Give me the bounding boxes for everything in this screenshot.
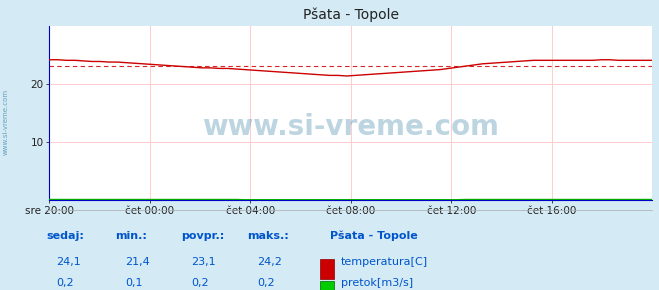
Text: 0,1: 0,1	[125, 278, 143, 288]
Text: min.:: min.:	[115, 231, 147, 240]
Text: 0,2: 0,2	[191, 278, 209, 288]
Text: 0,2: 0,2	[56, 278, 74, 288]
Text: sedaj:: sedaj:	[46, 231, 84, 240]
Text: 24,2: 24,2	[257, 257, 282, 267]
Title: Pšata - Topole: Pšata - Topole	[303, 8, 399, 22]
Text: www.si-vreme.com: www.si-vreme.com	[202, 113, 500, 141]
Text: 24,1: 24,1	[56, 257, 81, 267]
Text: 0,2: 0,2	[257, 278, 275, 288]
Text: 21,4: 21,4	[125, 257, 150, 267]
Text: povpr.:: povpr.:	[181, 231, 225, 240]
Text: Pšata - Topole: Pšata - Topole	[330, 231, 417, 241]
Text: temperatura[C]: temperatura[C]	[341, 257, 428, 267]
Text: maks.:: maks.:	[247, 231, 289, 240]
Text: www.si-vreme.com: www.si-vreme.com	[2, 89, 9, 155]
Text: pretok[m3/s]: pretok[m3/s]	[341, 278, 413, 288]
Text: 23,1: 23,1	[191, 257, 215, 267]
